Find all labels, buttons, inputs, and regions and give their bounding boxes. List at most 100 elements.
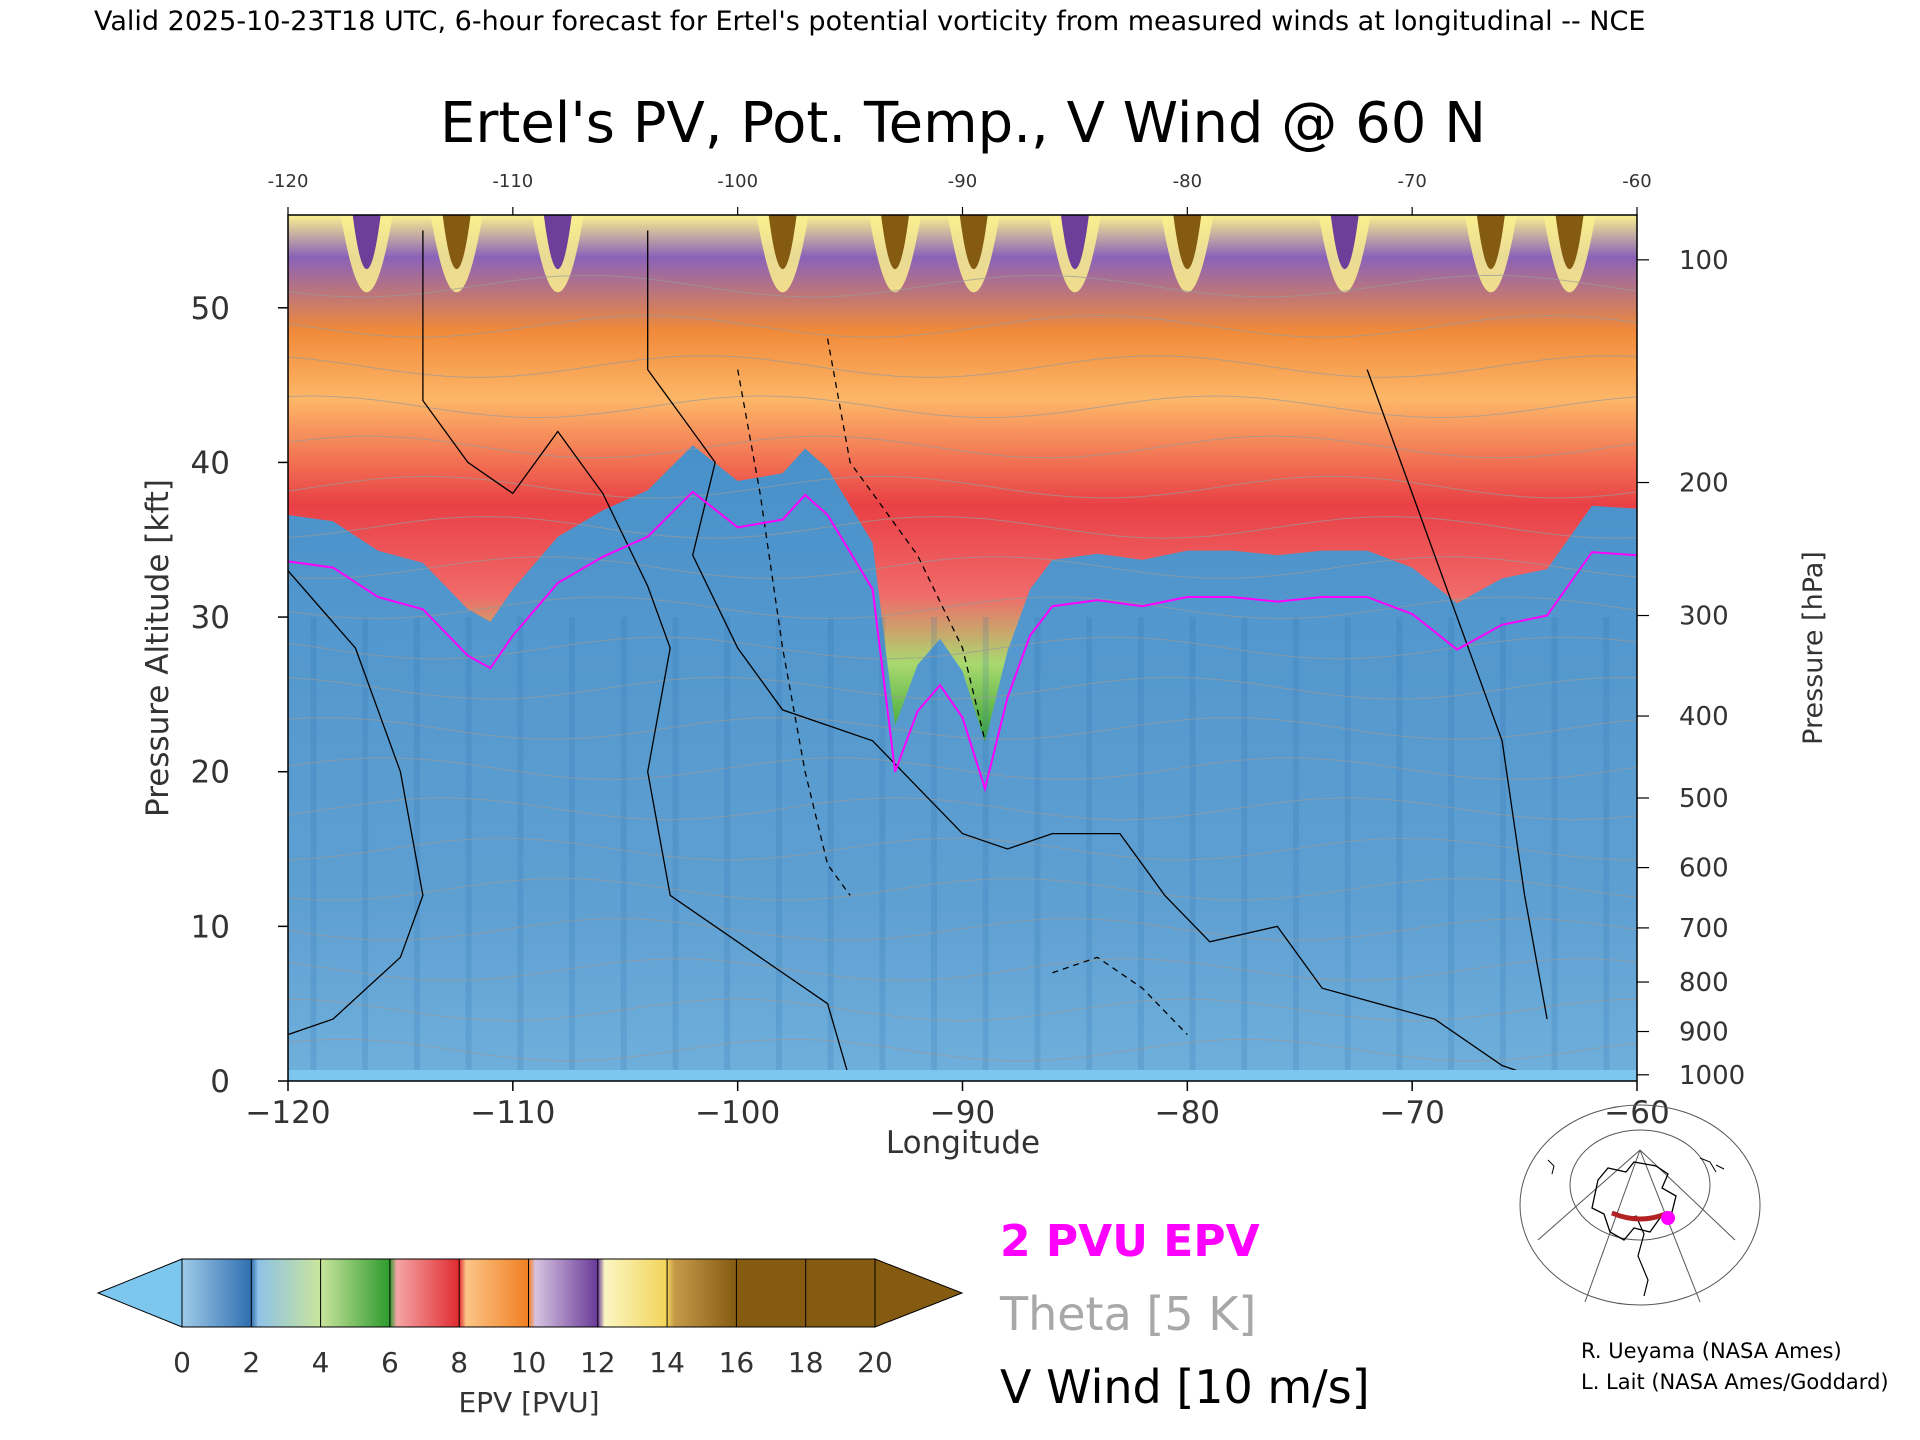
trop-band	[1241, 617, 1248, 1081]
chart-title: Ertel's PV, Pot. Temp., V Wind @ 60 N	[440, 91, 1486, 156]
pv-spike-core	[543, 215, 572, 270]
y-axis-right: 100 200 300 400 500 600 700 800 900 1000	[1637, 246, 1745, 1091]
pv-spike-core	[442, 215, 471, 270]
pv-spike-core	[1555, 215, 1584, 270]
y-axis-label: Pressure Altitude [kft]	[140, 479, 176, 817]
plot-area	[288, 215, 1637, 1081]
pressure-tick-label: 800	[1679, 968, 1729, 998]
theta-contour	[288, 958, 1637, 982]
credit-line-1: R. Ueyama (NASA Ames)	[1581, 1339, 1842, 1363]
pressure-tick-label: 300	[1679, 602, 1729, 632]
pressure-tick-label: 700	[1679, 914, 1729, 944]
location-marker	[1661, 1211, 1675, 1225]
trop-band	[1396, 617, 1403, 1081]
theta-contour	[288, 395, 1637, 419]
x-tick-label-top: -90	[948, 171, 977, 192]
theta-contour	[288, 676, 1637, 700]
trop-band	[569, 617, 575, 1081]
v-wind-contour	[647, 230, 1548, 1081]
pv-spike-core	[1476, 215, 1505, 270]
trop-band	[672, 617, 679, 1081]
trop-band	[775, 617, 782, 1081]
trop-band	[879, 617, 886, 1081]
x-tick-label: −60	[1604, 1095, 1669, 1131]
stratosphere-fill	[288, 215, 1637, 743]
colorbar-label: EPV [PVU]	[458, 1386, 599, 1419]
pv-spike-core	[881, 215, 910, 270]
v-wind-contour-negative	[826, 338, 986, 741]
theta-contour	[288, 1038, 1637, 1062]
pressure-tick-label: 600	[1679, 854, 1729, 884]
y-axis-left: 0 10 20 30 40 50	[191, 291, 288, 1100]
v-wind-contour-negative	[1052, 956, 1188, 1036]
trop-band	[1086, 617, 1093, 1081]
colorbar-tick-label: 10	[511, 1346, 547, 1379]
theta-contour	[288, 877, 1637, 901]
legend: 2 PVU EPV Theta [5 K] V Wind [10 m/s]	[999, 1216, 1370, 1414]
trop-band	[1137, 617, 1144, 1081]
trop-band	[1551, 617, 1558, 1081]
pv-spike-core	[1330, 215, 1359, 270]
valid-time-header: Valid 2025-10-23T18 UTC, 6-hour forecast…	[94, 6, 1645, 37]
trop-band	[465, 617, 472, 1081]
colorbar-max-arrow	[874, 1258, 964, 1328]
trop-band	[1499, 617, 1506, 1081]
v-wind-contours	[288, 230, 1548, 1081]
colorbar-tick-label: 8	[450, 1346, 468, 1379]
pv-spike-core	[1060, 215, 1089, 270]
pv-spike-core	[768, 215, 797, 270]
theta-contour	[288, 717, 1637, 740]
legend-theta: Theta [5 K]	[999, 1287, 1256, 1341]
ground-band	[288, 1070, 1637, 1081]
colorbar-min-arrow	[96, 1258, 183, 1328]
locator-map	[1519, 1104, 1761, 1306]
v-wind-contour	[288, 570, 424, 1036]
trop-band	[620, 617, 627, 1081]
pressure-tick-label: 100	[1679, 246, 1729, 276]
y-tick-label: 0	[210, 1064, 230, 1100]
x-tick-label: −90	[930, 1095, 995, 1131]
trop-band	[1603, 617, 1610, 1081]
theta-contour	[288, 757, 1637, 780]
pv-spike-core	[352, 215, 381, 270]
x-tick-label: −80	[1155, 1095, 1220, 1131]
legend-wind: V Wind [10 m/s]	[1000, 1360, 1370, 1414]
theta-contour	[288, 556, 1637, 579]
theta-contour	[288, 355, 1637, 378]
x-axis-top: -120 -110 -100 -90 -80 -70 -60	[268, 171, 1652, 215]
theta-contour	[288, 516, 1637, 539]
colorbar-tick-label: 0	[173, 1346, 191, 1379]
trop-band	[827, 617, 834, 1081]
trop-band	[310, 617, 317, 1081]
trop-band	[1344, 617, 1351, 1081]
colorbar-tick-label: 12	[580, 1346, 616, 1379]
y-tick-label: 10	[191, 909, 230, 945]
pressure-tick-label: 200	[1679, 469, 1729, 499]
colorbar-tick-label: 2	[242, 1346, 260, 1379]
x-tick-label-top: -60	[1622, 171, 1651, 192]
y-tick-label: 40	[191, 445, 230, 481]
x-tick-label-top: -110	[492, 171, 533, 192]
x-tick-label: −120	[245, 1095, 330, 1131]
trop-band	[931, 617, 937, 1081]
y-axis-label-right: Pressure [hPa]	[1798, 551, 1829, 745]
theta-contour	[288, 918, 1637, 941]
pv-maxima	[340, 215, 1596, 293]
colorbar: 0 2 4 6 8 10 12 14 16 18 20 EPV [PVU]	[96, 1258, 964, 1419]
theta-contour	[288, 837, 1637, 861]
colorbar-tick-label: 20	[857, 1346, 893, 1379]
x-axis-label: Longitude	[886, 1125, 1040, 1161]
x-axis-bottom: −120 −110 −100 −90 −80 −70 −60	[245, 1081, 1670, 1131]
x-tick-label-top: -120	[268, 171, 309, 192]
x-tick-label-top: -80	[1173, 171, 1202, 192]
x-tick-label-top: -100	[717, 171, 758, 192]
theta-contour	[288, 314, 1637, 338]
trop-band	[517, 617, 524, 1081]
colorbar-tick-label: 14	[649, 1346, 685, 1379]
pressure-tick-label: 500	[1679, 784, 1729, 814]
credit-line-2: L. Lait (NASA Ames/Goddard)	[1581, 1370, 1889, 1394]
colorbar-tick-label: 18	[788, 1346, 824, 1379]
theta-contour	[288, 475, 1637, 499]
y-tick-label: 30	[191, 600, 230, 636]
